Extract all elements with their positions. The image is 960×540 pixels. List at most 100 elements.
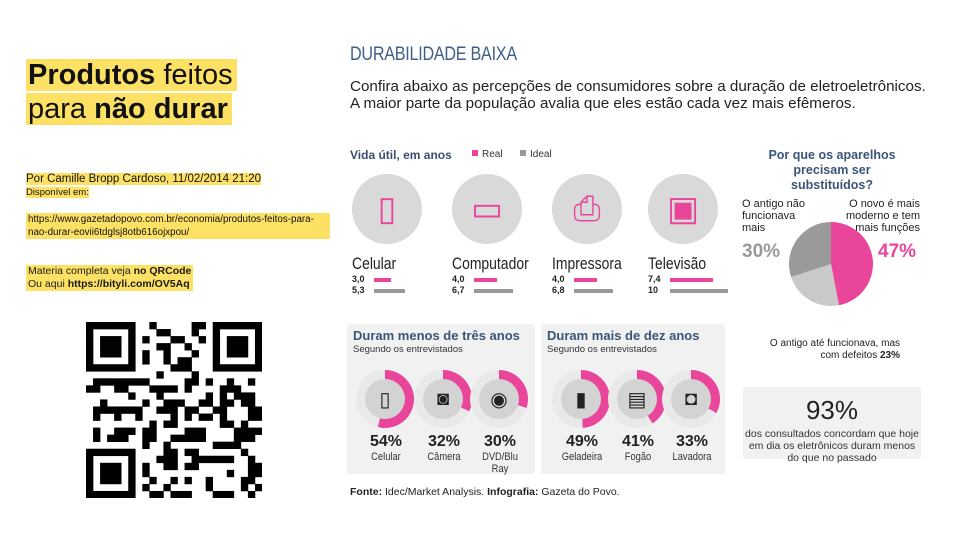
ring-pct: 54% <box>369 433 403 450</box>
real-bar <box>374 277 392 282</box>
legend-ideal-text: Ideal <box>530 149 552 160</box>
ideal-bar <box>474 288 513 293</box>
real-value: 7,4 <box>648 274 661 284</box>
device-impressora: ⎙ Impressora 4,0 6,8 <box>552 174 648 296</box>
real-value: 3,0 <box>352 274 365 284</box>
pie-slice-broken <box>789 222 831 277</box>
mobile-phone-icon: ▯ <box>365 379 405 419</box>
pie-chart <box>789 222 873 306</box>
title-rest-2: para <box>28 93 95 125</box>
real-value: 4,0 <box>552 274 565 284</box>
device-name: Televisão <box>648 254 707 273</box>
infografia-text: Gazeta do Povo. <box>538 486 620 498</box>
computer-icon: ▭ <box>452 174 522 244</box>
short-panel-heading: Duram menos de três anos <box>353 328 520 343</box>
legend-ideal: Ideal <box>520 149 552 160</box>
ring-item-camera: ◙ 32% Câmera <box>414 370 474 463</box>
ring-gauge: ◙ <box>414 370 472 428</box>
ring-gauge: ▯ <box>356 370 414 428</box>
ring-item-geladeira: ▮ 49% Geladeira <box>552 370 612 463</box>
ring-pct: 41% <box>621 433 655 450</box>
fact-box: 93% dos consultados concordam que hoje e… <box>743 387 921 464</box>
pie-label-c: O antigo até funcionava, mas com defeito… <box>760 338 900 362</box>
ring-gauge: ◉ <box>470 370 528 428</box>
ring-item-celular: ▯ 54% Celular <box>356 370 416 463</box>
device-computador: ▭ Computador 4,0 6,7 <box>452 174 548 296</box>
fact-text: dos consultados concordam que hoje em di… <box>745 428 919 464</box>
device-celular: ▯ Celular 3,0 5,3 <box>352 174 448 296</box>
ring-gauge: ▮ <box>552 370 610 428</box>
disc-icon: ◉ <box>479 379 519 419</box>
ring-label: Celular <box>371 451 401 463</box>
infographic-title: DURABILIDADE BAIXA <box>350 44 517 65</box>
ring-pct: 32% <box>427 433 461 450</box>
ring-item-dvd: ◉ 30% DVD/Blu Ray <box>470 370 530 475</box>
legend-real-text: Real <box>482 149 503 160</box>
device-name: Celular <box>352 254 397 273</box>
title-rest-1: feitos <box>155 59 233 91</box>
ring-gauge: ◘ <box>662 370 720 428</box>
infographic-intro: Confira abaixo as percepções de consumid… <box>350 78 926 112</box>
more-info: Materia completa veja no QRCode Ou aqui … <box>26 265 194 291</box>
legend-real: Real <box>472 149 503 160</box>
ring-item-fogao: ▤ 41% Fogão <box>608 370 668 463</box>
short-link[interactable]: https://bityli.com/OV5Aq <box>67 278 190 290</box>
ring-label: Câmera <box>427 451 461 463</box>
ring-pct: 30% <box>483 433 517 450</box>
page-title: Produtos feitos para não durar <box>26 58 286 126</box>
ring-pct: 33% <box>675 433 709 450</box>
vida-util-label: Vida útil, em anos <box>350 148 452 162</box>
ideal-value: 6,7 <box>452 285 465 295</box>
fonte-label: Fonte: <box>350 486 383 498</box>
real-value: 4,0 <box>452 274 465 284</box>
printer-icon: ⎙ <box>552 174 622 244</box>
device-name: Impressora <box>552 254 622 273</box>
pie-pct-a: 30% <box>742 241 781 262</box>
pie-label-c-text: O antigo até funcionava, mas com defeito… <box>769 338 900 361</box>
infografia-label: Infografia: <box>487 486 539 498</box>
washing-machine-icon: ◘ <box>671 379 711 419</box>
why-title: Por que os aparelhos precisam ser substi… <box>768 148 896 192</box>
refrigerator-icon: ▮ <box>561 379 601 419</box>
ring-label: DVD/Blu Ray <box>482 451 518 475</box>
more-prefix: Materia completa veja <box>28 265 134 277</box>
article-meta: Por Camille Bropp Cardoso, 11/02/2014 21… <box>26 173 262 199</box>
ring-label: Lavadora <box>672 451 712 463</box>
available-label: Disponível em: <box>26 187 89 198</box>
alt-prefix: Ou aqui <box>28 278 68 290</box>
ideal-value: 6,8 <box>552 285 565 295</box>
article-url[interactable]: https://www.gazetadopovo.com.br/economia… <box>26 213 330 239</box>
television-icon: ▣ <box>648 174 718 244</box>
camera-icon: ◙ <box>423 379 463 419</box>
ideal-value: 10 <box>648 285 659 295</box>
device-televisao: ▣ Televisão 7,4 10 <box>648 174 744 296</box>
pie-pct-c: 23% <box>879 350 900 361</box>
ideal-bar <box>574 288 614 293</box>
real-bar <box>670 277 713 282</box>
real-bar <box>574 277 598 282</box>
ideal-value: 5,3 <box>352 285 365 295</box>
pie-label-a: O antigo não funcionava mais <box>742 198 805 234</box>
source-line: Fonte: Idec/Market Analysis. Infografia:… <box>350 486 620 498</box>
fonte-text: Idec/Market Analysis. <box>382 486 488 498</box>
mobile-phone-icon: ▯ <box>352 174 422 244</box>
title-bold-1: Produtos <box>28 59 156 91</box>
long-panel-heading: Duram mais de dez anos <box>547 328 700 343</box>
device-name: Computador <box>452 254 529 273</box>
short-panel-sub: Segundo os entrevistados <box>353 344 463 355</box>
ring-label: Fogão <box>624 451 652 463</box>
stove-icon: ▤ <box>617 379 657 419</box>
pie-slice-new <box>831 222 873 306</box>
ring-item-lavadora: ◘ 33% Lavadora <box>662 370 722 463</box>
title-bold-2: não durar <box>94 93 228 125</box>
long-panel-sub: Segundo os entrevistados <box>547 344 657 355</box>
pie-label-b: O novo é mais moderno e tem mais funções <box>846 198 920 234</box>
pie-slice-defects <box>791 264 839 306</box>
more-bold: no QRCode <box>133 265 192 277</box>
qr-code <box>86 322 262 498</box>
pie-pct-b: 47% <box>878 241 917 262</box>
ideal-bar <box>670 288 728 293</box>
ring-label: Geladeira <box>561 451 603 463</box>
ring-gauge: ▤ <box>608 370 666 428</box>
ideal-bar <box>374 288 405 293</box>
